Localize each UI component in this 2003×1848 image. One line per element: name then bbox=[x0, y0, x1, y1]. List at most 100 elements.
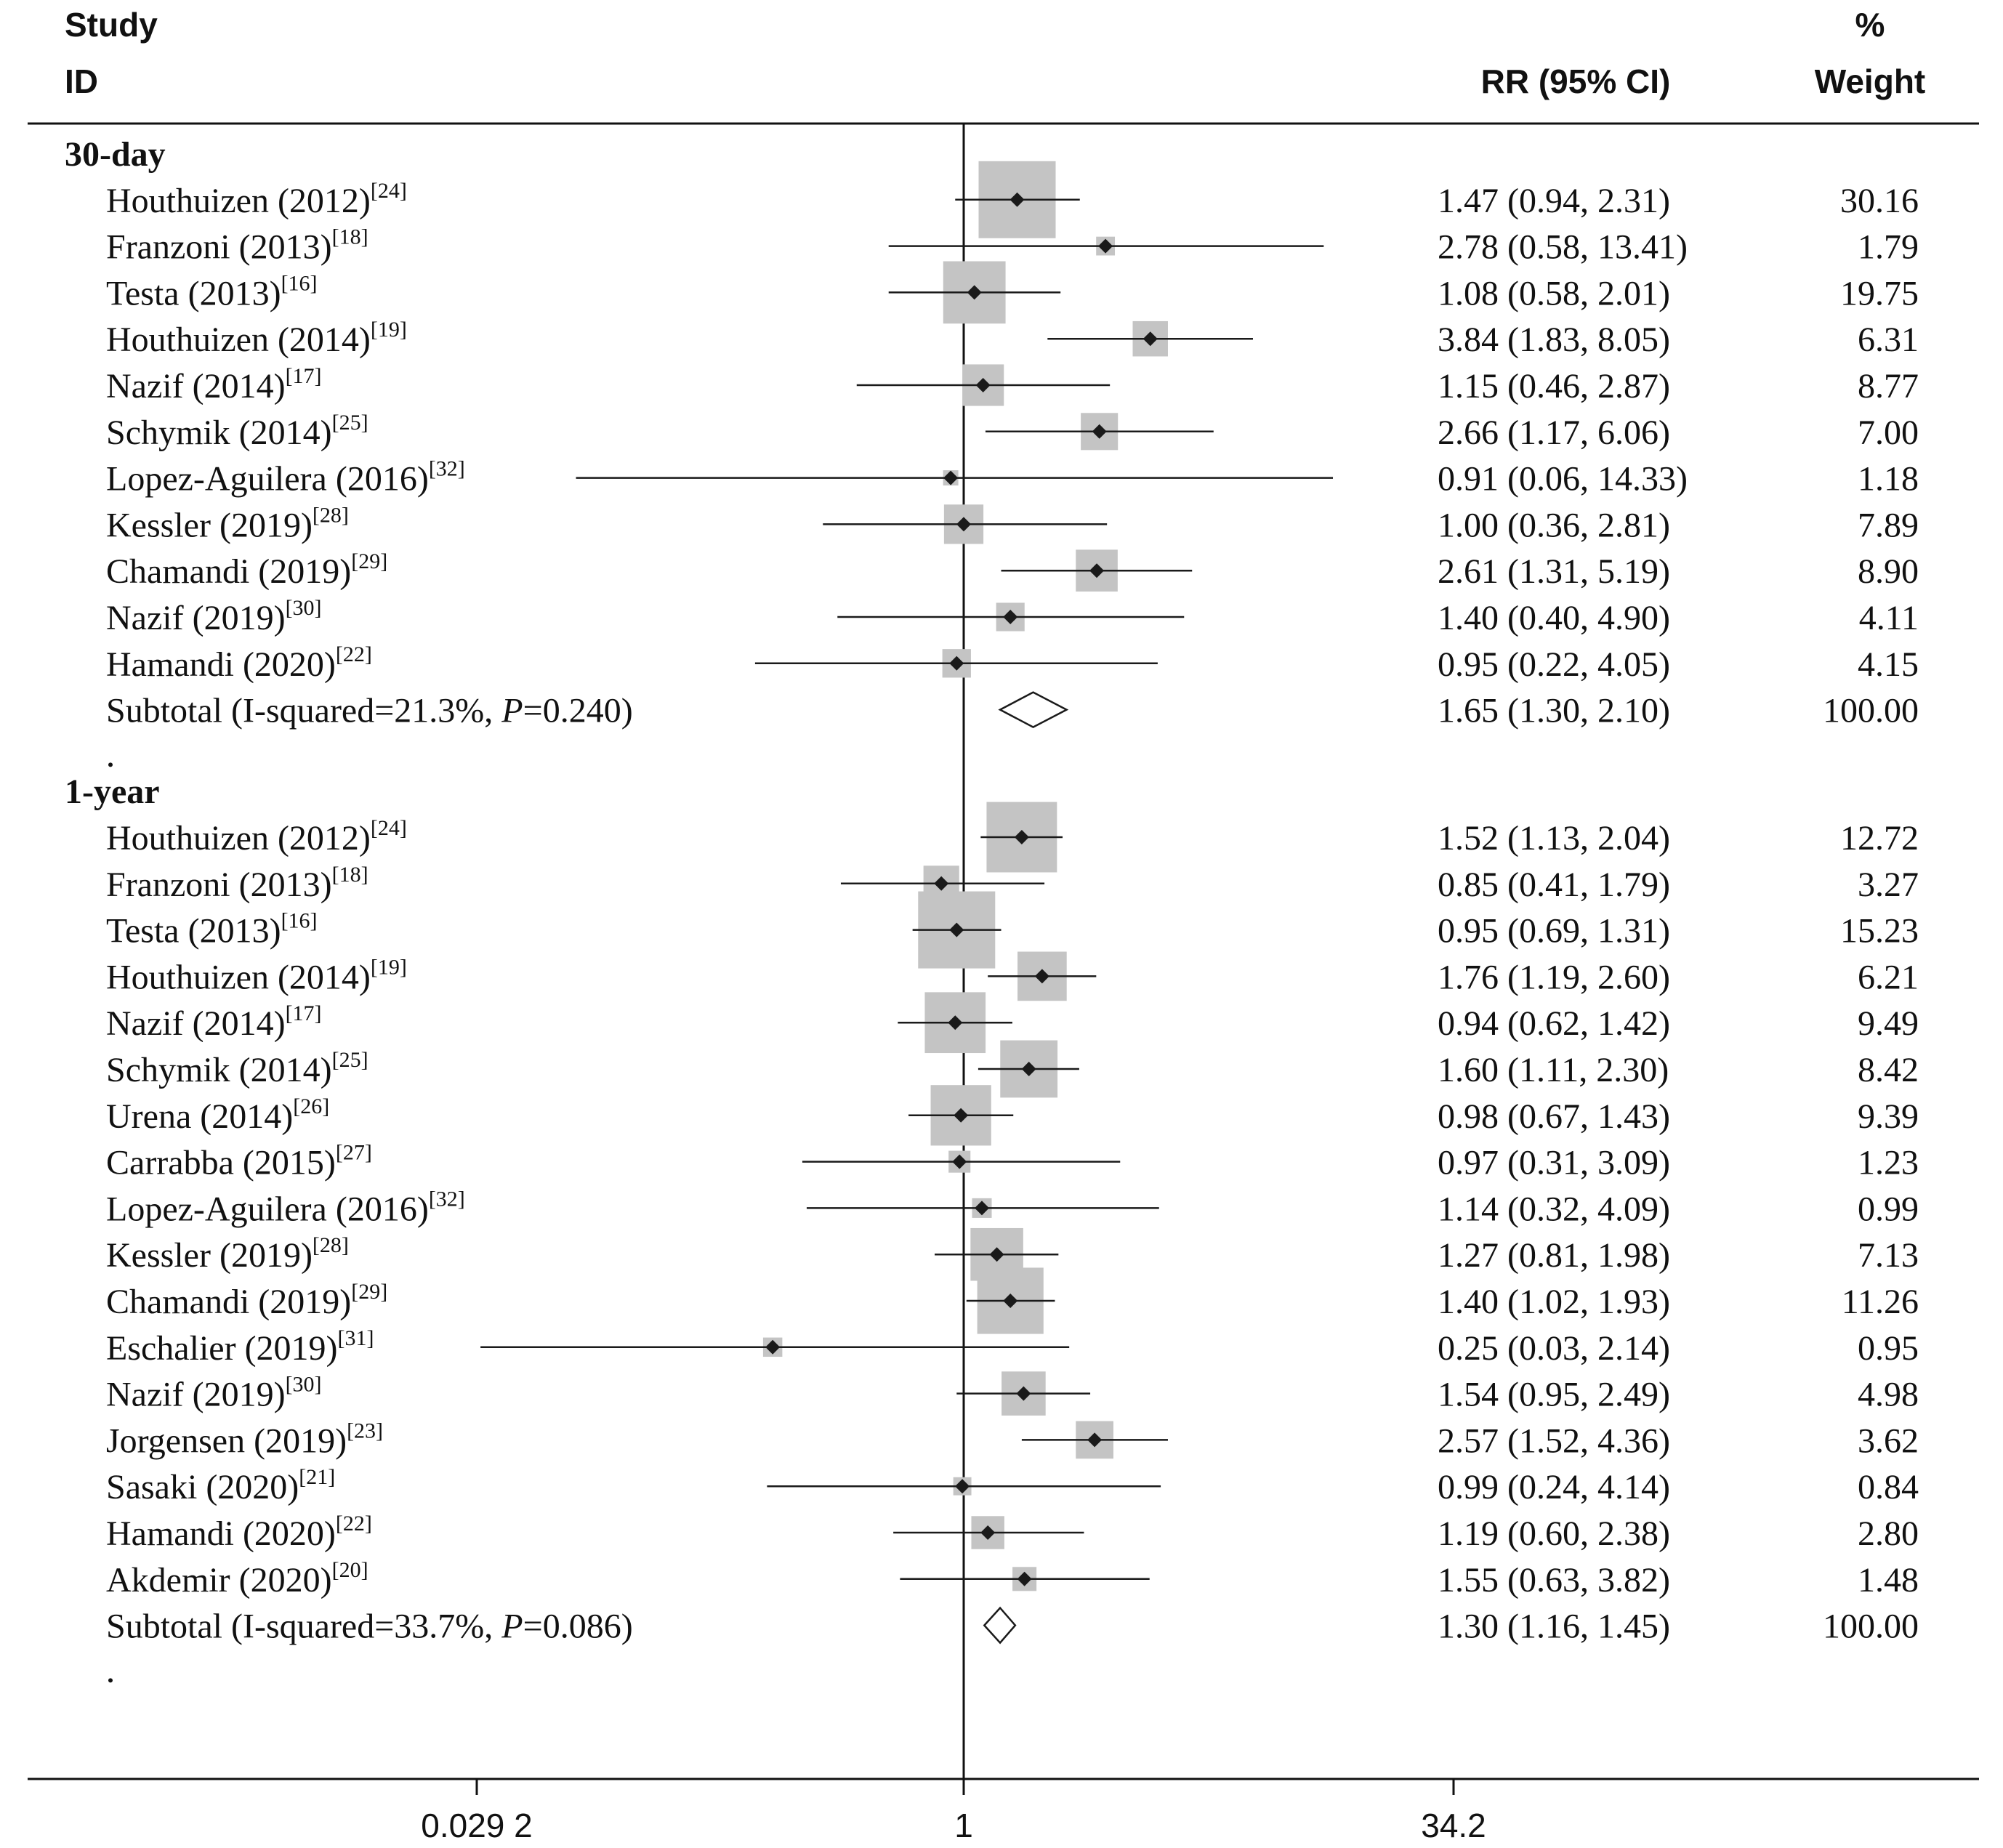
study-label: Eschalier (2019)[31] bbox=[106, 1326, 374, 1368]
separator-dot bbox=[108, 762, 113, 767]
study-label: Akdemir (2020)[20] bbox=[106, 1558, 368, 1599]
subtotal-diamond bbox=[983, 1606, 1017, 1645]
study-ref: [17] bbox=[286, 1001, 322, 1025]
point-estimate bbox=[1021, 1062, 1036, 1076]
subtotal-heterogeneity: Subtotal (I-squared=21.3%, bbox=[106, 692, 501, 730]
weight-value: 7.89 bbox=[1858, 506, 1919, 544]
point-estimate bbox=[975, 1201, 990, 1216]
study-ref: [28] bbox=[313, 503, 349, 527]
point-estimate bbox=[948, 1015, 963, 1030]
rr-value: 2.57 (1.52, 4.36) bbox=[1438, 1421, 1670, 1460]
subtotal-label: Subtotal (I-squared=21.3%, P=0.240) bbox=[106, 692, 633, 730]
rr-value: 2.78 (0.58, 13.41) bbox=[1438, 228, 1688, 267]
study-ref: [29] bbox=[351, 1280, 387, 1304]
study-label: Lopez-Aguilera (2016)[32] bbox=[106, 457, 465, 499]
rr-value: 1.14 (0.32, 4.09) bbox=[1438, 1190, 1670, 1228]
rr-value: 1.76 (1.19, 2.60) bbox=[1438, 958, 1670, 996]
weight-value: 9.39 bbox=[1858, 1097, 1919, 1136]
study-label: Urena (2014)[26] bbox=[106, 1094, 329, 1136]
weight-value: 8.90 bbox=[1858, 552, 1919, 591]
study-label: Kessler (2019)[28] bbox=[106, 503, 349, 544]
subtotal-label: Subtotal (I-squared=33.7%, P=0.086) bbox=[106, 1607, 633, 1646]
weight-value: 4.98 bbox=[1858, 1376, 1919, 1414]
subtotal-rr-value: 1.30 (1.16, 1.45) bbox=[1438, 1607, 1670, 1646]
point-estimate bbox=[952, 1154, 967, 1169]
weight-value: 1.18 bbox=[1858, 460, 1919, 499]
group-label: 1-year bbox=[65, 772, 160, 811]
study-label: Carrabba (2015)[27] bbox=[106, 1141, 372, 1182]
axis-tick-label: 34.2 bbox=[1421, 1807, 1486, 1844]
x-axis: 0.029 2 1 34.2 bbox=[421, 1779, 1486, 1844]
subtotal-rr-value: 1.65 (1.30, 2.10) bbox=[1438, 692, 1670, 730]
study-ref: [28] bbox=[313, 1233, 349, 1257]
study-ref: [24] bbox=[371, 179, 407, 203]
weight-value: 1.79 bbox=[1858, 228, 1919, 267]
point-estimate bbox=[989, 1247, 1004, 1262]
point-estimate bbox=[955, 1479, 970, 1494]
point-estimate bbox=[1098, 238, 1113, 254]
rr-value: 1.08 (0.58, 2.01) bbox=[1438, 274, 1670, 312]
weight-value: 30.16 bbox=[1840, 182, 1919, 220]
separator-dot bbox=[108, 1678, 113, 1683]
point-estimate bbox=[1016, 1386, 1031, 1401]
study-ref: [30] bbox=[286, 1373, 322, 1397]
study-ref: [21] bbox=[299, 1465, 335, 1489]
study-label: Schymik (2014)[25] bbox=[106, 1048, 368, 1089]
weight-value: 0.99 bbox=[1858, 1190, 1919, 1228]
study-label: Houthuizen (2014)[19] bbox=[106, 318, 407, 359]
point-estimate bbox=[943, 470, 959, 485]
subtotal-heterogeneity: Subtotal (I-squared=33.7%, bbox=[106, 1607, 501, 1646]
study-ref: [24] bbox=[371, 816, 407, 840]
study-label: Kessler (2019)[28] bbox=[106, 1233, 349, 1275]
study-label: Chamandi (2019)[29] bbox=[106, 1280, 387, 1321]
study-label: Franzoni (2013)[18] bbox=[106, 863, 368, 904]
point-estimate bbox=[1003, 610, 1018, 624]
study-label: Houthuizen (2012)[24] bbox=[106, 816, 407, 858]
study-label: Testa (2013)[16] bbox=[106, 909, 318, 951]
rr-value: 1.00 (0.36, 2.81) bbox=[1438, 506, 1670, 544]
point-estimate bbox=[954, 1107, 969, 1123]
study-ref: [16] bbox=[281, 909, 318, 933]
weight-value: 12.72 bbox=[1840, 819, 1919, 858]
subtotal-weight-value: 100.00 bbox=[1823, 692, 1919, 730]
study-label: Hamandi (2020)[22] bbox=[106, 1512, 372, 1553]
subtotal-weight-value: 100.00 bbox=[1823, 1607, 1919, 1646]
rr-value: 0.98 (0.67, 1.43) bbox=[1438, 1097, 1670, 1136]
study-label: Lopez-Aguilera (2016)[32] bbox=[106, 1187, 465, 1228]
study-ref: [29] bbox=[351, 549, 387, 573]
point-estimate bbox=[1017, 1571, 1032, 1586]
study-ref: [22] bbox=[336, 1512, 372, 1536]
study-ref: [16] bbox=[281, 271, 318, 295]
rr-value: 1.40 (1.02, 1.93) bbox=[1438, 1283, 1670, 1321]
rr-value: 0.99 (0.24, 4.14) bbox=[1438, 1468, 1670, 1506]
point-estimate bbox=[967, 285, 982, 300]
header-study: Study bbox=[65, 6, 158, 44]
header-weight: Weight bbox=[1815, 62, 1925, 100]
study-ref: [32] bbox=[429, 1187, 465, 1211]
weight-value: 1.48 bbox=[1858, 1561, 1919, 1599]
study-ref: [32] bbox=[429, 457, 465, 481]
rr-value: 1.47 (0.94, 2.31) bbox=[1438, 182, 1670, 220]
header-id: ID bbox=[65, 62, 98, 100]
study-label: Schymik (2014)[25] bbox=[106, 411, 368, 452]
weight-value: 7.13 bbox=[1858, 1236, 1919, 1275]
study-label: Chamandi (2019)[29] bbox=[106, 549, 387, 591]
point-estimate bbox=[1034, 969, 1049, 984]
study-ref: [19] bbox=[371, 955, 407, 979]
point-estimate bbox=[1009, 192, 1025, 207]
point-estimate bbox=[949, 655, 964, 671]
rr-value: 0.91 (0.06, 14.33) bbox=[1438, 460, 1688, 499]
weight-value: 2.80 bbox=[1858, 1514, 1919, 1553]
weight-value: 7.00 bbox=[1858, 413, 1919, 452]
rr-value: 0.85 (0.41, 1.79) bbox=[1438, 866, 1670, 904]
study-ref: [25] bbox=[332, 1048, 368, 1072]
header-rr: RR (95% CI) bbox=[1481, 62, 1671, 100]
study-label: Nazif (2014)[17] bbox=[106, 1001, 322, 1043]
study-ref: [18] bbox=[332, 225, 368, 249]
rr-value: 1.15 (0.46, 2.87) bbox=[1438, 367, 1670, 405]
subtotal-diamond bbox=[998, 691, 1069, 729]
point-estimate bbox=[1087, 1432, 1103, 1448]
weight-value: 6.31 bbox=[1858, 320, 1919, 359]
rr-value: 0.95 (0.22, 4.05) bbox=[1438, 645, 1670, 684]
